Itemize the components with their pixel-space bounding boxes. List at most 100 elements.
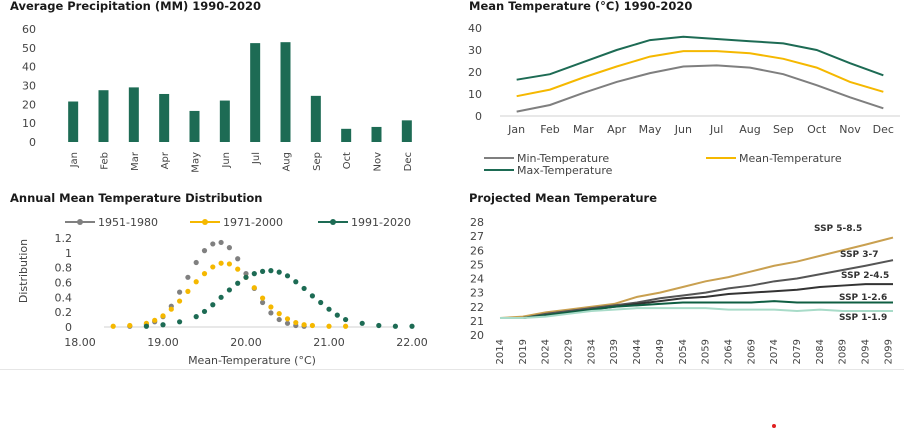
legend-label: 1971-2000 [223, 216, 283, 229]
data-point-1991-2020 [276, 269, 282, 275]
y-tick-label: 26 [470, 244, 484, 257]
y-tick-label: 1.2 [55, 232, 73, 245]
x-tick-label: Sep [773, 123, 794, 136]
y-tick-label: 0 [29, 136, 36, 149]
data-point-1951-1980 [226, 245, 232, 251]
data-point-1951-1980 [177, 289, 183, 295]
x-tick-label: 2019 [518, 339, 529, 364]
legend-label: Mean-Temperature [739, 152, 842, 165]
x-tick-label: Oct [807, 123, 827, 136]
data-point-1951-1980 [218, 239, 224, 246]
data-point-1991-2020 [160, 322, 166, 328]
x-tick-label: Jun [674, 123, 692, 136]
data-point-1951-1980 [260, 299, 266, 306]
data-point-1991-2020 [251, 271, 257, 277]
y-tick-label: 0.8 [55, 262, 73, 275]
mean-temperature-line-chart: 0 10 20 30 40 Jan Feb Mar Apr May Jun Jul Aug Sep Oct N… [468, 22, 900, 177]
x-tick-label: 2089 [838, 339, 849, 364]
data-point-1971-2000 [152, 317, 158, 323]
bar-oct [341, 128, 352, 142]
y-tick-label: 0 [65, 321, 72, 334]
x-tick-label: 2079 [792, 339, 803, 364]
data-point-1951-1980 [268, 310, 274, 316]
data-point-1991-2020 [318, 299, 324, 306]
data-point-1971-2000 [284, 316, 291, 322]
data-point-1951-1980 [193, 259, 199, 266]
data-point-1991-2020 [193, 314, 199, 320]
data-point-1951-1980 [243, 271, 249, 277]
y-tick-label: 40 [22, 61, 36, 74]
x-tick-label: 2099 [883, 339, 894, 364]
divider [0, 369, 904, 370]
y-tick-label: 30 [468, 44, 482, 57]
data-point-1951-1980 [284, 320, 291, 326]
data-point-1991-2020 [409, 323, 415, 329]
x-tick-label: Oct [342, 152, 353, 169]
series-line-max-temperature [516, 35, 884, 81]
data-point-1971-2000 [218, 260, 224, 266]
data-point-1991-2020 [218, 294, 224, 300]
x-tick-label: Mar [130, 151, 141, 171]
x-tick-label: 2024 [541, 339, 552, 364]
data-point-1951-1980 [201, 248, 208, 254]
y-tick-label: 0 [475, 110, 482, 123]
y-tick-label: 60 [22, 23, 36, 36]
x-tick-label: 2049 [655, 339, 666, 364]
x-tick-label: 19.00 [147, 336, 179, 349]
data-point-1951-1980 [235, 256, 241, 262]
y-tick-label: 27 [470, 230, 484, 243]
data-point-1991-2020 [260, 268, 266, 274]
data-point-1991-2020 [284, 273, 291, 279]
legend-label: 1951-1980 [98, 216, 158, 229]
data-point-1971-2000 [127, 322, 133, 329]
x-tick-label: Jun [221, 152, 232, 169]
legend-marker [330, 219, 336, 225]
x-tick-label: 2029 [564, 339, 575, 364]
data-point-1971-2000 [343, 323, 349, 329]
y-tick-label: 0.2 [55, 306, 73, 319]
x-tick-label: Jan [507, 123, 525, 136]
series-line-ssp-5-8-5 [499, 236, 894, 320]
legend-label: Min-Temperature [517, 152, 609, 165]
y-tick-label: 30 [22, 80, 36, 93]
legend-label: 1991-2020 [351, 216, 411, 229]
y-tick-label: 20 [22, 98, 36, 111]
series-line-ssp-1-2-6 [500, 300, 893, 320]
x-tick-label: 2034 [586, 339, 597, 364]
data-point-1991-2020 [293, 279, 299, 285]
distribution-chart: 0 0.2 0.40.6 0.8 1 1.2 18.00 19.00 20.00 21.00 22.… [17, 216, 428, 367]
y-tick-label: 1 [65, 247, 72, 260]
x-tick-label: Feb [540, 123, 559, 136]
x-tick-label: 2014 [495, 339, 506, 364]
x-tick-label: 2069 [746, 339, 757, 364]
bar-aug [280, 42, 291, 142]
y-tick-label: 0.6 [55, 277, 73, 290]
x-axis-title: Mean-Temperature (°C) [188, 354, 316, 367]
x-tick-label: 21.00 [313, 336, 345, 349]
series-label-ssp-1-1-9: SSP 1-1.9 [839, 313, 887, 323]
data-point-1971-2000 [210, 264, 216, 270]
bar-mar [128, 87, 139, 142]
bar-dec [401, 120, 412, 142]
data-point-1991-2020 [235, 280, 241, 286]
data-point-1971-2000 [235, 266, 241, 272]
distribution-title: Annual Mean Temperature Distribution [10, 191, 263, 205]
bar-nov [371, 126, 382, 142]
x-tick-label: May [639, 123, 662, 136]
y-tick-label: 28 [470, 216, 484, 229]
x-tick-label: Aug [739, 123, 760, 136]
x-tick-label: 2044 [632, 339, 643, 364]
data-point-1991-2020 [301, 285, 307, 292]
y-tick-label: 22 [470, 301, 484, 314]
x-tick-label: Apr [160, 151, 171, 169]
data-point-1971-2000 [160, 313, 166, 319]
series-label-ssp-1-2-6: SSP 1-2.6 [839, 293, 887, 303]
y-tick-label: 10 [22, 117, 36, 130]
data-point-1991-2020 [392, 323, 398, 329]
y-axis-title: Distribution [17, 239, 30, 303]
red-dot-marker [772, 424, 776, 428]
data-point-1991-2020 [226, 287, 232, 293]
series-line-min-temperature [516, 64, 884, 113]
data-point-1991-2020 [309, 293, 315, 299]
series-line-ssp-1-1-9 [500, 307, 893, 320]
